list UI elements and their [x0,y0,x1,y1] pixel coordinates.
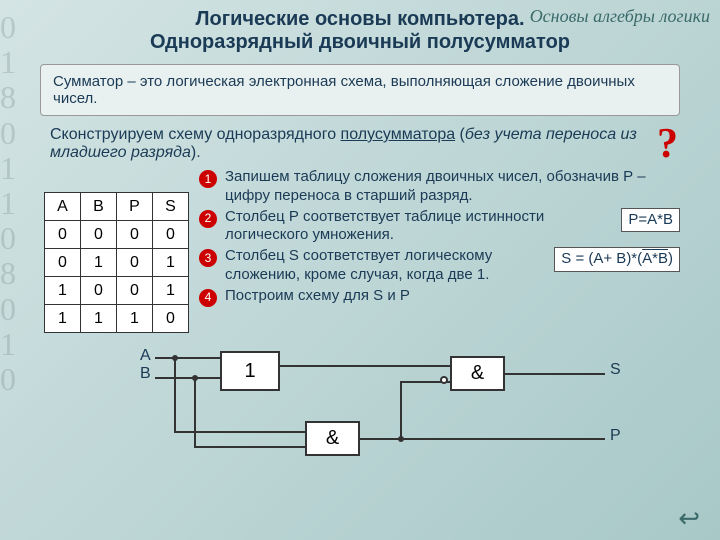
step-text: Построим схему для S и Р [225,287,680,306]
step-badge: 1 [199,170,217,188]
table-row: 0101 [45,249,189,277]
definition-box: Сумматор – это логическая электронная сх… [40,64,680,116]
output-label-s: S [610,361,621,379]
step-text: Столбец Р соответствует таблице истиннос… [225,208,613,246]
construct-text: Сконструируем схему одноразрядного полус… [50,126,670,162]
step-badge: 4 [199,289,217,307]
and-gate-top: & [450,356,505,391]
and-gate-bottom: & [305,421,360,456]
title-line-1: Логические основы компьютера. [195,8,524,30]
corner-title: Основы алгебры логики [530,6,710,27]
table-header: B [81,193,117,221]
formula-box: P=A*B [621,208,680,233]
step-text: Запишем таблицу сложения двоичных чисел,… [225,168,680,206]
steps-list: 1 Запишем таблицу сложения двоичных чисел… [199,168,680,333]
step-text: Столбец S соответствует логическому слож… [225,247,546,285]
output-label-p: P [610,427,621,445]
table-row: 1001 [45,277,189,305]
main-content: ABPS 0000010110011110 1 Запишем таблицу с… [40,168,680,333]
table-header: S [153,193,189,221]
question-mark-icon: ? [657,120,678,168]
table-header: P [117,193,153,221]
logic-diagram: A B 1 & & S P [50,341,670,491]
table-row: 1110 [45,305,189,333]
background-digits: 0 1 8 0 1 1 0 8 0 1 0 [0,0,50,540]
step-item: 4 Построим схему для S и Р [199,287,680,307]
truth-table: ABPS 0000010110011110 [44,192,189,333]
not-bubble [440,376,448,384]
step-item: 3 Столбец S соответствует логическому сло… [199,247,680,285]
title-line-2: Одноразрядный двоичный полусумматор [150,31,570,53]
step-badge: 3 [199,249,217,267]
step-item: 1 Запишем таблицу сложения двоичных чисел… [199,168,680,206]
input-label-b: B [140,365,151,383]
formula-box: S = (A+ B)*(A*B) [554,247,680,272]
table-row: 0000 [45,221,189,249]
nav-arrow-icon[interactable]: ↩ [678,503,700,534]
step-badge: 2 [199,210,217,228]
input-label-a: A [140,347,151,365]
step-item: 2 Столбец Р соответствует таблице истинно… [199,208,680,246]
or-gate: 1 [220,351,280,391]
